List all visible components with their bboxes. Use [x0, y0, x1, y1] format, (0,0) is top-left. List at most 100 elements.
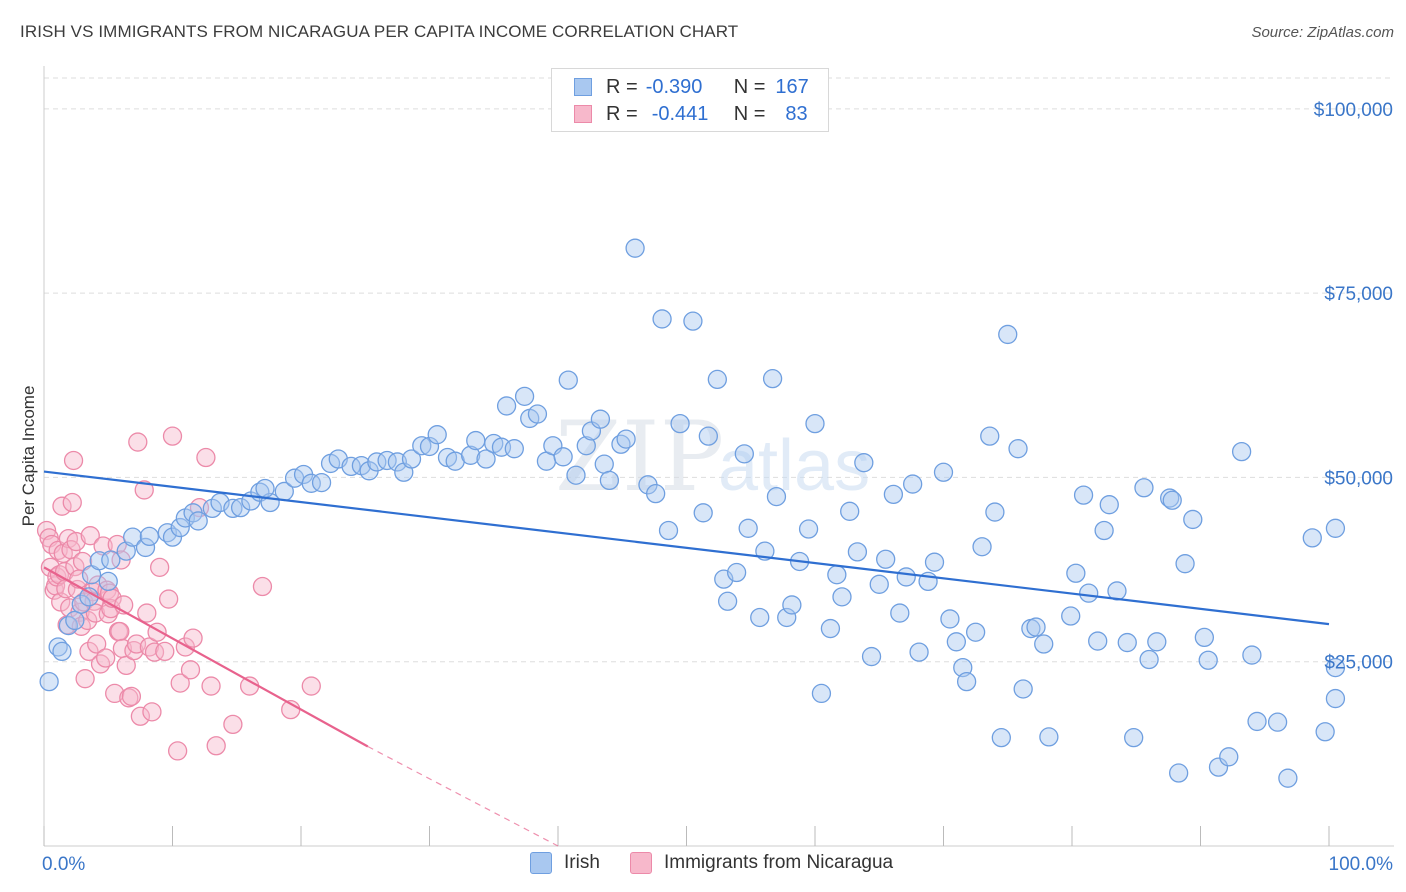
- irish-point: [1169, 763, 1189, 783]
- irish-point: [412, 436, 432, 456]
- irish-point: [476, 449, 496, 469]
- irish-point: [909, 642, 929, 662]
- irish-point: [170, 517, 190, 538]
- irish-point: [717, 591, 738, 611]
- irish-point: [1242, 645, 1262, 665]
- nicaragua-point: [62, 492, 82, 513]
- irish-point: [1094, 520, 1114, 541]
- legend-swatch-irish: [574, 78, 592, 96]
- irish-point: [514, 386, 535, 406]
- nicaragua-point: [252, 576, 273, 597]
- nicaragua-point: [144, 642, 165, 662]
- irish-point: [646, 483, 666, 504]
- y-tick-label: $25,000: [1324, 653, 1393, 674]
- irish-point: [652, 309, 672, 329]
- bottom-legend: Irish Immigrants from Nicaragua: [0, 852, 1406, 878]
- y-tick-label: $75,000: [1324, 284, 1393, 305]
- y-tick-label: $100,000: [1314, 100, 1393, 121]
- irish-point: [616, 429, 636, 449]
- irish-point: [496, 396, 517, 416]
- irish-point: [1061, 606, 1081, 626]
- irish-point: [527, 404, 548, 424]
- irish-point: [1302, 528, 1322, 548]
- nicaragua-point: [66, 531, 86, 552]
- bottom-legend-swatch-nicaragua: [630, 852, 652, 874]
- irish-point: [466, 430, 486, 451]
- nicaragua-point: [223, 714, 243, 735]
- irish-point: [1013, 679, 1033, 699]
- irish-point: [139, 526, 160, 547]
- nicaragua-point: [80, 526, 100, 546]
- irish-point: [1194, 627, 1215, 648]
- irish-point: [1039, 727, 1059, 747]
- source-label: Source: ZipAtlas.com: [1251, 24, 1394, 41]
- irish-point: [65, 610, 85, 631]
- irish-point: [1278, 768, 1298, 788]
- legend-nic-r-value: -0.441: [651, 102, 709, 125]
- irish-point: [854, 453, 874, 473]
- irish-point: [998, 324, 1018, 345]
- irish-point: [683, 311, 703, 331]
- nicaragua-point: [111, 550, 131, 570]
- irish-point: [558, 370, 578, 390]
- irish-point: [972, 537, 992, 557]
- irish-point: [991, 727, 1011, 748]
- nicaragua-point: [162, 426, 183, 446]
- chart-title: IRISH VS IMMIGRANTS FROM NICARAGUA PER C…: [20, 22, 739, 41]
- nicaragua-point: [110, 621, 130, 642]
- legend-box: R = -0.390 N = 167 R = -0.441 N = 83: [551, 68, 829, 132]
- irish-point: [726, 562, 747, 583]
- irish-point: [625, 238, 645, 258]
- nicaragua-point: [72, 551, 93, 572]
- irish-points: [39, 238, 1346, 788]
- irish-point: [933, 462, 954, 482]
- nicaragua-point: [180, 660, 201, 680]
- legend-swatch-nicaragua: [574, 105, 592, 123]
- irish-point: [876, 549, 896, 569]
- irish-point: [946, 632, 966, 652]
- y-tick-label: $50,000: [1324, 468, 1393, 489]
- irish-point: [1267, 712, 1288, 732]
- nicaragua-point: [155, 641, 175, 662]
- irish-point: [1099, 495, 1119, 515]
- irish-point: [738, 518, 758, 538]
- nicaragua-point: [170, 673, 190, 693]
- irish-point: [367, 452, 387, 472]
- irish-point: [553, 447, 573, 467]
- irish-point: [985, 502, 1005, 522]
- irish-point: [861, 646, 882, 667]
- irish-point: [883, 484, 904, 505]
- nicaragua-point: [239, 676, 260, 696]
- irish-point: [820, 618, 841, 639]
- irish-point: [71, 594, 91, 614]
- irish-point: [401, 449, 422, 469]
- irish-point: [1208, 757, 1229, 777]
- irish-point: [1325, 518, 1346, 538]
- nicaragua-trend-extension: [367, 745, 559, 847]
- nicaragua-point: [96, 648, 116, 668]
- irish-point: [1139, 649, 1159, 670]
- axes: [43, 66, 1394, 847]
- irish-point: [419, 436, 440, 457]
- irish-point: [670, 413, 690, 434]
- nicaragua-point: [75, 669, 95, 689]
- irish-point: [980, 426, 1000, 446]
- irish-point: [762, 369, 783, 389]
- nicaragua-point: [137, 603, 157, 623]
- nicaragua-point: [183, 628, 203, 648]
- irish-point: [1183, 509, 1203, 530]
- irish-point: [1160, 488, 1180, 508]
- nicaragua-point: [87, 634, 107, 654]
- nicaragua-point: [158, 589, 179, 609]
- irish-point: [1162, 490, 1182, 510]
- irish-point: [116, 541, 136, 561]
- legend-nic-n-value: 83: [785, 102, 808, 125]
- legend-irish-n-label: N =: [733, 75, 766, 98]
- nicaragua-point: [63, 450, 84, 471]
- irish-point: [223, 498, 243, 519]
- watermark-zip: ZIP: [555, 401, 724, 513]
- nicaragua-point: [167, 741, 188, 761]
- irish-point: [1073, 485, 1094, 505]
- irish-point: [341, 456, 361, 477]
- irish-point: [693, 503, 713, 523]
